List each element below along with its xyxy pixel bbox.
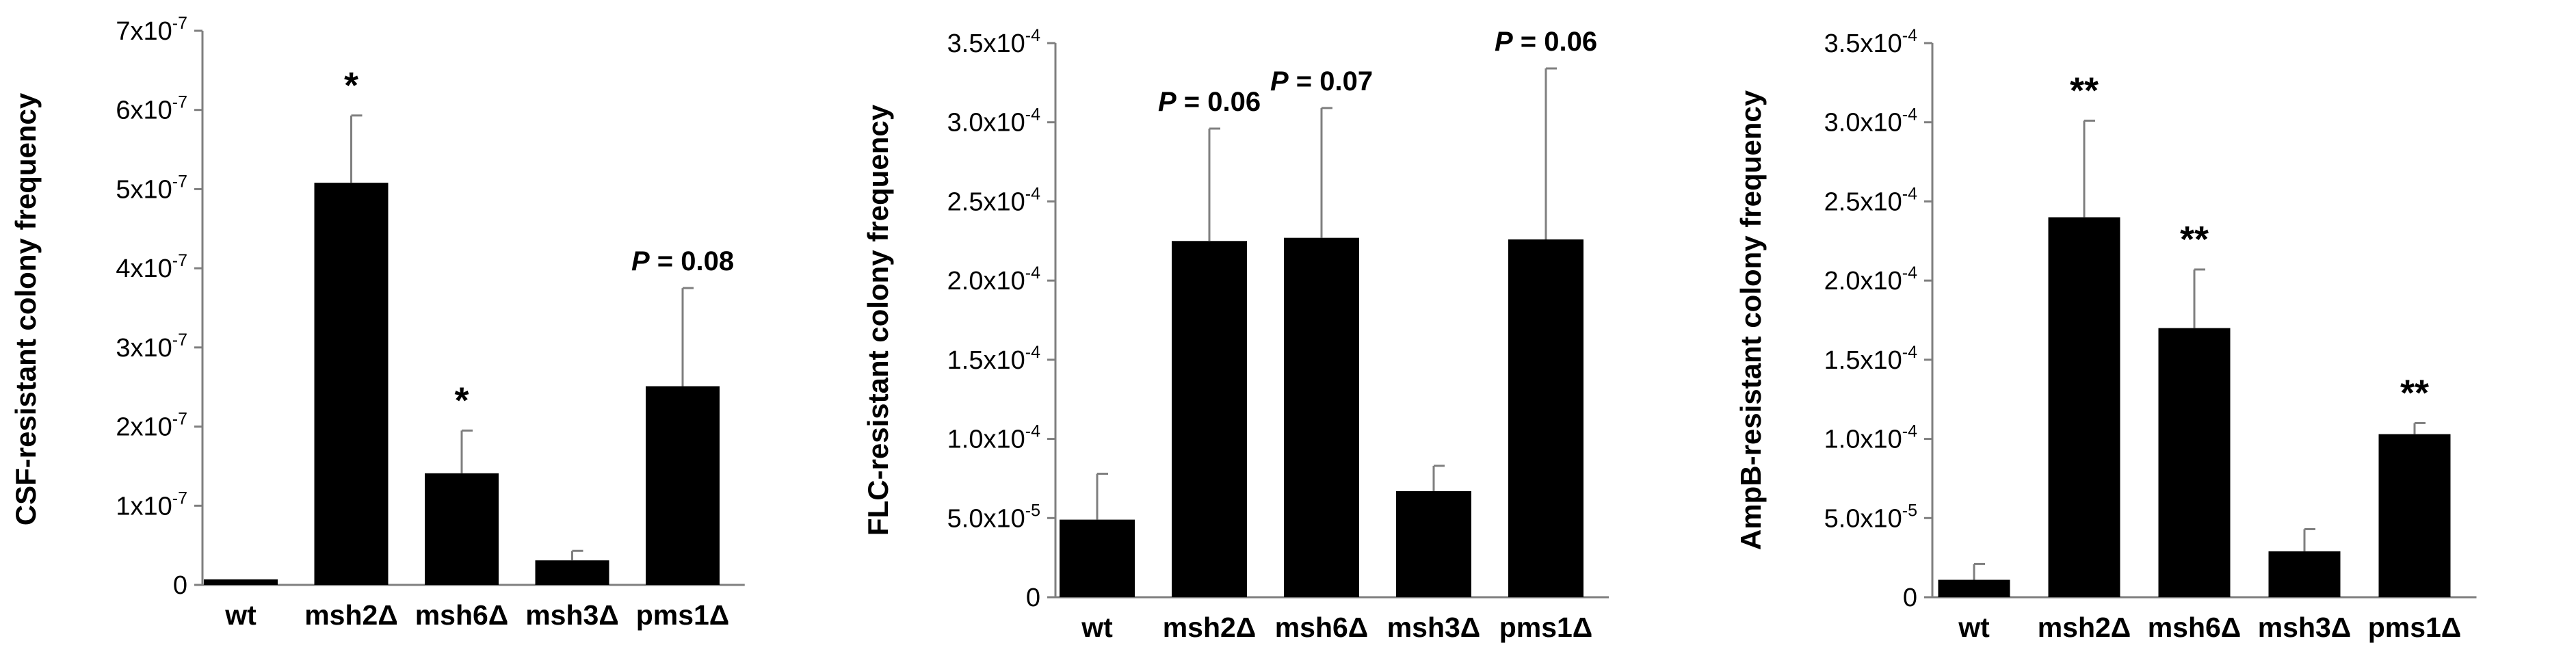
x-tick-label: pms1Δ xyxy=(1499,612,1593,643)
y-tick-label: 1.5x10-4 xyxy=(947,343,1040,375)
bar-pms1Δ xyxy=(646,386,720,585)
bar-msh2Δ xyxy=(2048,217,2120,598)
y-tick-label: 1.0x10-4 xyxy=(1824,422,1917,454)
y-tick-label: 0 xyxy=(173,571,187,600)
bar-msh3Δ xyxy=(535,560,609,585)
y-tick-label: 0 xyxy=(1903,584,1917,612)
x-tick-label: msh6Δ xyxy=(2148,612,2242,643)
chart-panel-2: 0 5.0x10-5 1.0x10-4 1.5x10-4 2.0x10-4 2.5x10-… xyxy=(862,26,1609,643)
x-tick-label: msh3Δ xyxy=(1387,612,1481,643)
significance-label: P = 0.06 xyxy=(1495,27,1597,57)
x-tick-label: msh2Δ xyxy=(1163,612,1257,643)
y-tick-label: 3.0x10-4 xyxy=(1824,105,1917,138)
x-tick-label: msh6Δ xyxy=(1275,612,1369,643)
significance-label: P = 0.06 xyxy=(1158,87,1261,117)
x-tick-label: msh2Δ xyxy=(304,599,398,631)
y-axis-title: CSF-resistant colony frequency xyxy=(10,92,42,525)
bar-wt xyxy=(1938,579,2010,597)
y-tick-label: 1.0x10-4 xyxy=(947,422,1040,454)
bar-pms1Δ xyxy=(1508,239,1583,597)
y-tick-label: 3x10-7 xyxy=(116,330,187,363)
bar-msh2Δ xyxy=(1172,241,1247,597)
y-tick-label: 2.0x10-4 xyxy=(1824,263,1917,296)
significance-label: ** xyxy=(2400,372,2429,413)
y-tick-label: 1.5x10-4 xyxy=(1824,343,1917,375)
x-tick-label: msh3Δ xyxy=(2258,612,2352,643)
bar-wt xyxy=(204,579,278,585)
y-tick-label: 3.0x10-4 xyxy=(947,105,1040,138)
y-tick-label: 5.0x10-5 xyxy=(947,501,1040,533)
significance-label: ** xyxy=(2070,70,2099,111)
bar-msh2Δ xyxy=(314,183,389,586)
significance-label: P = 0.08 xyxy=(631,246,734,276)
y-tick-label: 5x10-7 xyxy=(116,172,187,204)
chart-panel-3: 0 5.0x10-5 1.0x10-4 1.5x10-4 2.0x10-4 2.5x10-… xyxy=(1735,26,2477,643)
y-tick-label: 0 xyxy=(1026,584,1040,612)
y-tick-label: 7x10-7 xyxy=(116,14,187,46)
x-tick-label: pms1Δ xyxy=(636,599,730,631)
x-tick-label: wt xyxy=(224,599,257,631)
significance-label: * xyxy=(454,380,469,421)
x-tick-label: msh6Δ xyxy=(415,599,509,631)
y-tick-label: 6x10-7 xyxy=(116,93,187,125)
x-tick-label: wt xyxy=(1081,612,1113,643)
y-tick-label: 5.0x10-5 xyxy=(1824,501,1917,533)
bar-msh6Δ xyxy=(2158,328,2231,597)
y-tick-label: 2.0x10-4 xyxy=(947,263,1040,296)
significance-label: P = 0.07 xyxy=(1270,66,1373,96)
y-axis-title: FLC-resistant colony frequency xyxy=(862,104,894,536)
bar-msh6Δ xyxy=(1284,237,1359,598)
x-tick-label: msh3Δ xyxy=(525,599,619,631)
y-tick-label: 2.5x10-4 xyxy=(947,184,1040,216)
significance-label: ** xyxy=(2180,219,2209,260)
bar-msh6Δ xyxy=(425,473,499,585)
bar-wt xyxy=(1060,519,1135,597)
y-tick-label: 4x10-7 xyxy=(116,251,187,283)
x-tick-label: wt xyxy=(1958,612,1990,643)
y-tick-label: 1x10-7 xyxy=(116,488,187,521)
y-tick-label: 2.5x10-4 xyxy=(1824,184,1917,216)
x-tick-label: pms1Δ xyxy=(2368,612,2462,643)
y-tick-label: 3.5x10-4 xyxy=(947,26,1040,58)
y-tick-label: 2x10-7 xyxy=(116,410,187,442)
bar-msh3Δ xyxy=(1396,491,1471,597)
chart-panel-1: 0 1x10-7 2x10-7 3x10-7 4x10-7 5x10-7 6x10-7 7x1… xyxy=(10,14,745,631)
y-axis-title: AmpB-resistant colony frequency xyxy=(1735,90,1767,550)
y-tick-label: 3.5x10-4 xyxy=(1824,26,1917,58)
bar-pms1Δ xyxy=(2378,434,2451,597)
bar-msh3Δ xyxy=(2268,551,2341,597)
x-tick-label: msh2Δ xyxy=(2038,612,2131,643)
significance-label: * xyxy=(344,65,358,106)
